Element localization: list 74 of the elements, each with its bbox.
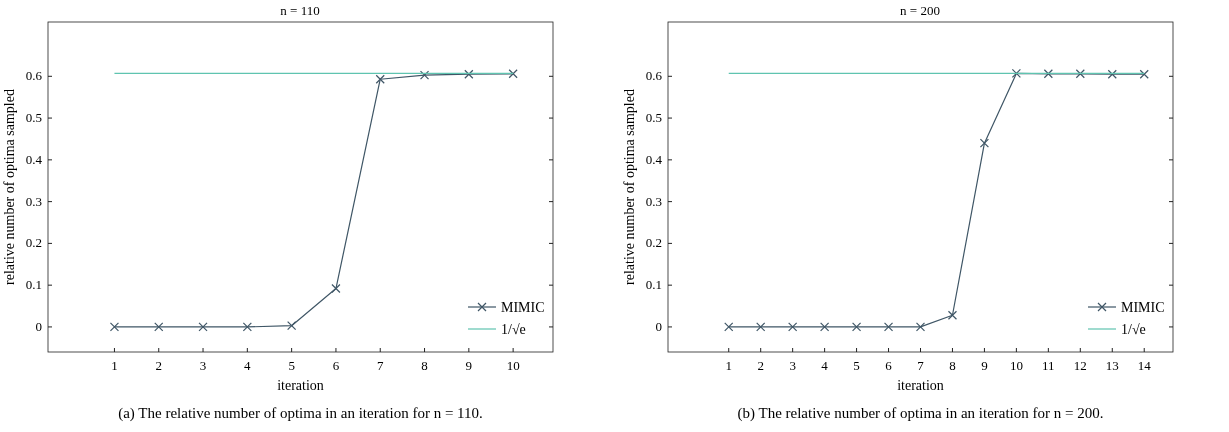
- x-tick-label: 4: [821, 358, 829, 373]
- x-tick-label: 6: [332, 358, 340, 373]
- y-tick-label: 0.4: [25, 151, 43, 167]
- x-tick-label: 1: [725, 358, 732, 373]
- y-tick-label: 0.5: [25, 110, 42, 126]
- x-tick-label: 13: [1105, 358, 1119, 373]
- y-tick-label: 0.4: [645, 151, 663, 167]
- legend-label: MIMIC: [501, 300, 545, 315]
- point: [915, 322, 926, 332]
- y-tick-label: 0.6: [645, 68, 663, 84]
- text: (a) The relative number of optima in an iteration for n = 110.: [118, 405, 483, 422]
- point: [883, 322, 894, 332]
- x-tick-label: 10: [1009, 358, 1023, 373]
- x-axis-title: iteration: [277, 378, 324, 393]
- point: [1011, 68, 1021, 78]
- point: [508, 69, 518, 79]
- y-tick-label: 0.5: [645, 110, 662, 126]
- y-tick-label: 0.2: [25, 235, 42, 251]
- point: [979, 138, 990, 148]
- y-axis-title: relative number of optima sampled: [622, 89, 637, 285]
- x-axis-title: iteration: [897, 378, 944, 393]
- point: [820, 322, 830, 332]
- x-tick-label: 9: [981, 358, 988, 373]
- x-tick-label: 6: [885, 358, 893, 373]
- text: (b) The relative number of optima in an iteration for n = 200.: [737, 405, 1104, 422]
- point: [1075, 69, 1085, 79]
- x-tick-label: 2: [757, 358, 764, 373]
- x-tick-label: 2: [155, 358, 162, 373]
- chart-title: n = 110: [280, 3, 320, 18]
- point: [242, 322, 252, 332]
- x-tick-label: 7: [376, 358, 384, 373]
- legend-label: MIMIC: [1121, 300, 1165, 315]
- x-tick-label: 5: [853, 358, 860, 373]
- point: [109, 322, 120, 332]
- point: [1043, 69, 1053, 79]
- x-tick-label: 10: [506, 358, 520, 373]
- x-tick-label: 3: [789, 358, 796, 373]
- x-tick-label: 3: [199, 358, 207, 373]
- chart-title: n = 200: [900, 3, 940, 18]
- point: [756, 322, 766, 332]
- point: [419, 70, 430, 80]
- legend-label: 1/√e: [1121, 322, 1146, 337]
- point: [154, 322, 164, 332]
- legend-label: 1/√e: [501, 322, 526, 337]
- point: [788, 322, 798, 332]
- y-tick-label: 0.6: [25, 68, 43, 84]
- x-tick-label: 1: [111, 358, 118, 373]
- point: [1107, 69, 1117, 79]
- x-tick-label: 7: [917, 358, 925, 373]
- point: [851, 322, 862, 332]
- x-tick-label: 11: [1042, 358, 1055, 373]
- y-tick-label: 0.3: [645, 193, 662, 209]
- y-tick-label: 0.3: [25, 193, 42, 209]
- point: [198, 322, 208, 332]
- point: [287, 321, 297, 331]
- x-tick-label: 9: [465, 358, 473, 373]
- point: [375, 74, 385, 84]
- y-axis-title: relative number of optima sampled: [2, 89, 17, 285]
- point: [724, 322, 734, 332]
- x-tick-label: 14: [1137, 358, 1152, 373]
- y-tick-label: 0: [35, 318, 42, 334]
- x-tick-label: 8: [949, 358, 956, 373]
- x-tick-label: 8: [421, 358, 428, 373]
- point: [464, 69, 474, 79]
- point: [1139, 69, 1149, 79]
- point: [331, 283, 341, 294]
- x-tick-label: 5: [288, 358, 295, 373]
- point: [947, 310, 958, 320]
- y-tick-label: 0.2: [645, 235, 662, 251]
- x-tick-label: 12: [1073, 358, 1087, 373]
- x-tick-label: 4: [244, 358, 252, 373]
- y-tick-label: 0.1: [645, 277, 662, 293]
- y-tick-label: 0: [655, 318, 662, 334]
- y-tick-label: 0.1: [25, 277, 42, 293]
